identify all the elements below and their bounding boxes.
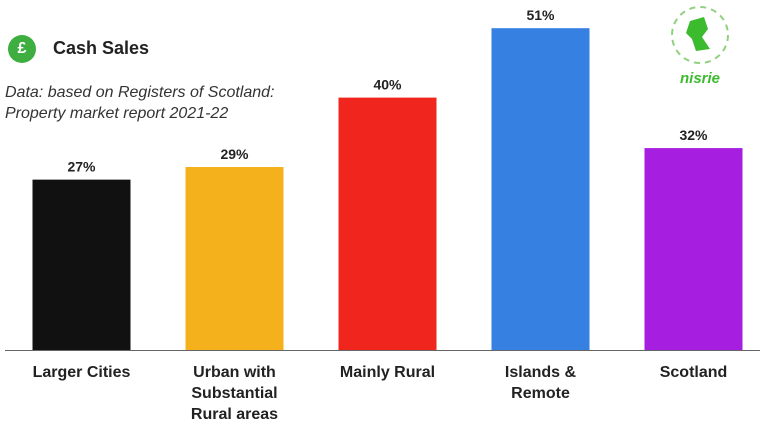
chart-title: Cash Sales — [53, 38, 150, 58]
bar — [491, 28, 590, 350]
x-tick-label: Islands & Remote — [504, 364, 577, 402]
title-icon: £ — [8, 35, 36, 63]
bar — [32, 179, 131, 350]
bar — [644, 148, 743, 350]
x-tick-label: Mainly Rural — [339, 364, 436, 381]
value-label: 51% — [526, 7, 555, 23]
bar — [338, 97, 437, 350]
value-label: 29% — [220, 146, 249, 162]
bar — [185, 167, 284, 350]
chart-subtitle: Data: based on Registers of Scotland: Pr… — [5, 84, 275, 122]
logo-text: nisrie — [679, 70, 721, 87]
x-tick-label: Urban with Substantial Rural areas — [190, 364, 279, 423]
x-tick-label: Scotland — [659, 364, 728, 381]
value-label: 32% — [679, 127, 708, 143]
x-tick-label: Larger Cities — [32, 364, 131, 381]
value-label: 40% — [373, 77, 402, 93]
logo-art — [671, 6, 729, 64]
value-label: 27% — [67, 159, 96, 175]
